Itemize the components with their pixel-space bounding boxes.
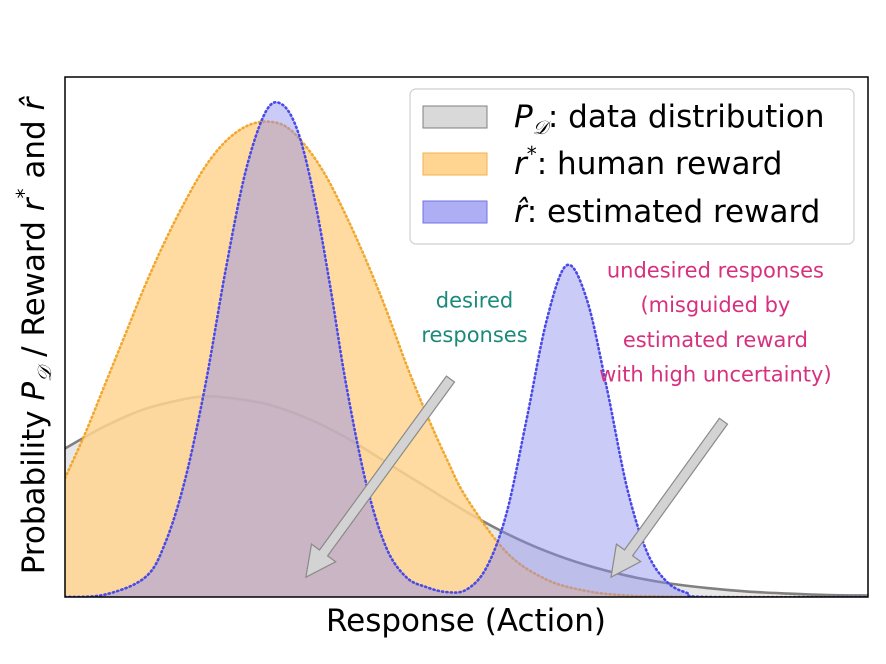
annotation-layer: desired responses undesired responses (misg… [305,259,832,579]
plot-frame [64,76,869,598]
y-axis-label: Probability P𝒟 / Reward r* and r̂ [12,95,56,574]
legend-symbol-estimated: r̂ [514,194,529,230]
legend: P𝒟: data distribution r*: human reward r… [409,88,855,245]
area-human [65,121,868,597]
y-label-and: and [16,110,52,188]
series-layer [65,100,868,597]
line-estimated [65,100,868,597]
legend-swatch-estimated [422,200,488,224]
y-label-rhat-symbol: r̂ [16,95,52,110]
annotation-undesired-line-0: undesired responses [607,259,824,283]
annotation-undesired-line-2: estimated reward [623,328,808,352]
y-label-p-symbol: P [16,382,52,401]
legend-sup-human: * [527,142,537,166]
arrow-desired [305,375,456,579]
legend-text-human: : human reward [537,146,783,182]
y-label-mid: / Reward [16,211,52,366]
x-axis-label: Response (Action) [326,603,606,639]
legend-sub-data: 𝒟 [533,117,552,139]
area-estimated [65,102,868,597]
legend-label-human: r*: human reward [514,142,782,182]
legend-symbol-data: P [514,99,533,135]
legend-symbol-human: r [514,146,529,182]
line-human [65,120,868,597]
y-label-r-symbol: r [16,196,52,211]
annotation-desired-line-0: desired [436,288,513,312]
y-label-r-sup: * [12,188,36,198]
legend-label-estimated: r̂: estimated reward [514,194,820,230]
y-label-prefix: Probability [16,401,52,575]
arrow-undesired [610,417,729,579]
annotation-desired-line-1: responses [421,323,527,347]
legend-text-data: : data distribution [548,99,825,135]
legend-label-data: P𝒟: data distribution [514,99,825,139]
legend-text-estimated: : estimated reward [527,194,821,230]
legend-swatch-human [422,152,488,176]
legend-swatch-data [422,105,488,129]
legend-frame [409,88,855,245]
y-label-p-sub: 𝒟 [34,363,56,382]
annotation-undesired-line-3: with high uncertainty) [599,363,832,387]
annotation-undesired-line-1: (misguided by [640,293,790,317]
